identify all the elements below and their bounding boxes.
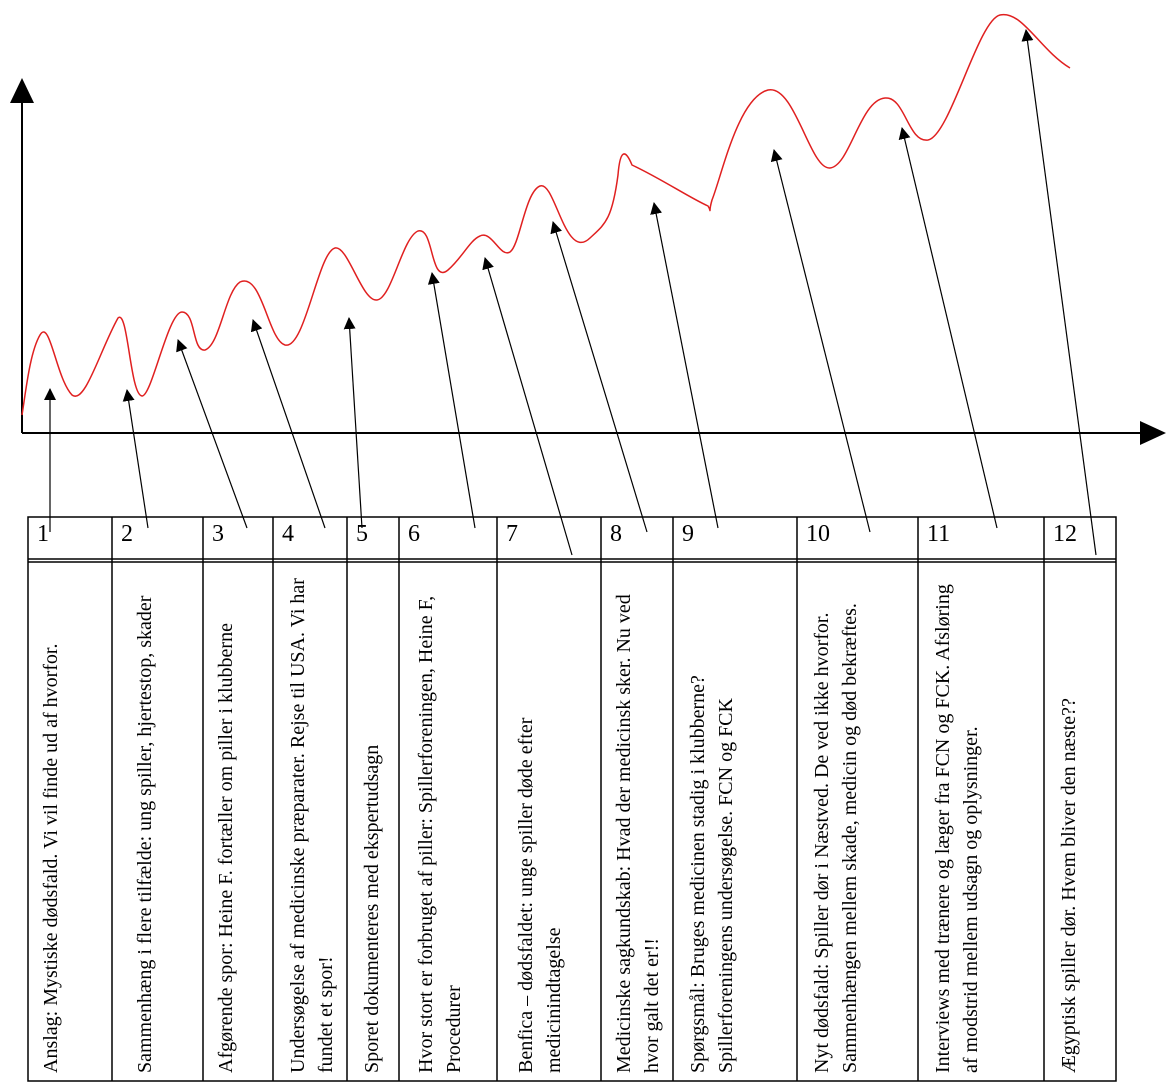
step-description-cell-8: Medicinske sagkundskab: Hvad der medicin…	[602, 563, 673, 1078]
step-description-2: Sammenhæng i flere tilfælde: ung spiller…	[134, 595, 156, 1073]
step-description-cell-11: Interviews med trænere og læger fra FCN …	[919, 563, 1044, 1078]
pointer-9	[650, 202, 719, 529]
pointer-5	[343, 317, 363, 529]
step-description-cell-6: Hvor stort er forbruget af piller: Spill…	[400, 563, 497, 1078]
step-number-9: 9	[682, 521, 694, 547]
step-description-8: Medicinske sagkundskab: Hvad der medicin…	[613, 594, 663, 1073]
x-axis-arrow-icon	[1140, 421, 1166, 445]
step-description-cell-9: Spørgsmål: Bruges medicinen stadig i klu…	[674, 563, 797, 1078]
step-number-6: 6	[408, 521, 420, 547]
step-description-cell-5: Sporet dokumenteres med ekspertudsagn	[348, 563, 399, 1078]
step-number-7: 7	[506, 521, 518, 547]
pointer-10	[770, 149, 871, 533]
step-number-11: 11	[927, 521, 951, 547]
pointer-3	[176, 339, 248, 529]
pointer-4	[250, 319, 326, 529]
step-description-cell-4: Undersøgelse af medicinske præparater. R…	[274, 563, 347, 1078]
step-description-3: Afgørende spor: Heine F. fortæller om pi…	[215, 623, 237, 1073]
step-description-cell-2: Sammenhæng i flere tilfælde: ung spiller…	[113, 563, 203, 1078]
step-description-4: Undersøgelse af medicinske præparater. R…	[287, 578, 337, 1073]
step-description-7: Benfica – dødsfaldet: unge spiller døde …	[515, 717, 565, 1073]
step-description-9: Spørgsmål: Bruges medicinen stadig i klu…	[687, 675, 737, 1073]
step-pointers	[44, 29, 1097, 556]
y-axis-arrow-icon	[10, 78, 34, 103]
pointer-11	[898, 127, 998, 529]
pointer-2	[122, 389, 149, 529]
steps-table-grid	[27, 516, 1117, 1082]
step-number-4: 4	[282, 521, 294, 547]
step-number-8: 8	[610, 521, 622, 547]
pointer-8	[550, 221, 648, 533]
step-number-1: 1	[37, 521, 49, 547]
pointer-12	[1021, 29, 1097, 556]
step-description-cell-7: Benfica – dødsfaldet: unge spiller døde …	[498, 563, 601, 1078]
step-description-cell-3: Afgørende spor: Heine F. fortæller om pi…	[204, 563, 273, 1078]
step-description-11: Interviews med trænere og læger fra FCN …	[932, 584, 982, 1073]
step-number-12: 12	[1053, 521, 1077, 547]
step-number-10: 10	[806, 521, 830, 547]
step-description-cell-10: Nyt dødsfald: Spiller dør i Næstved. De …	[798, 563, 918, 1078]
step-number-3: 3	[212, 521, 224, 547]
step-description-1: Anslag: Mystiske dødsfald. Vi vil finde …	[40, 643, 62, 1074]
step-description-5: Sporet dokumenteres med ekspertudsagn	[361, 744, 383, 1073]
pointer-6	[427, 272, 476, 529]
step-description-cell-1: Anslag: Mystiske dødsfald. Vi vil finde …	[29, 563, 112, 1078]
tension-curve	[21, 13, 1071, 416]
step-description-10: Nyt dødsfald: Spiller dør i Næstved. De …	[811, 603, 861, 1073]
step-number-2: 2	[121, 521, 133, 547]
pointer-7	[482, 257, 573, 556]
step-number-5: 5	[356, 521, 368, 547]
step-description-6: Hvor stort er forbruget af piller: Spill…	[415, 595, 465, 1073]
step-description-12: Ægyptisk spiller dør. Hvem bliver den næ…	[1058, 698, 1080, 1073]
step-description-cell-12: Ægyptisk spiller dør. Hvem bliver den næ…	[1045, 563, 1116, 1078]
